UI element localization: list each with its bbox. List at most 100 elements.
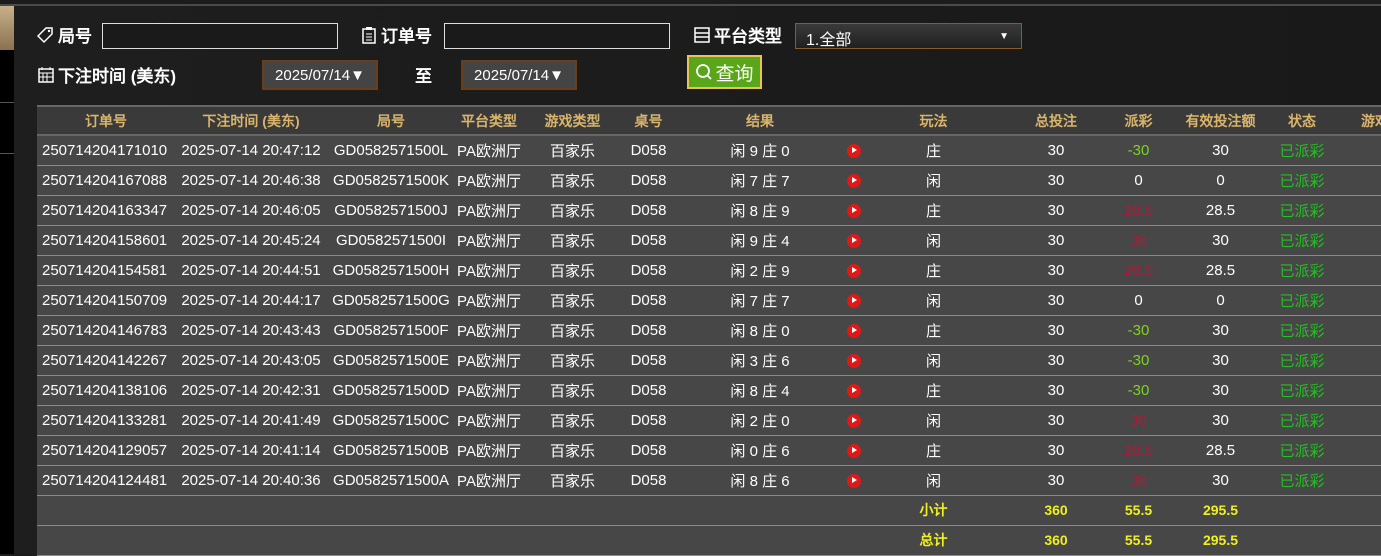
empty-cell — [675, 495, 845, 526]
payout-cell: 30 — [1107, 465, 1170, 496]
payout-cell: 30 — [1107, 225, 1170, 256]
platform-label: 平台类型 — [693, 22, 782, 47]
play-video-icon[interactable] — [846, 353, 861, 368]
valid-bet-cell: 30 — [1170, 375, 1271, 406]
table-row[interactable]: 250714204171010 2025-07-14 20:47:12 GD0582… — [37, 135, 1381, 166]
total-bet-cell: 30 — [1005, 165, 1107, 196]
table-row[interactable]: 250714204142267 2025-07-14 20:43:05 GD0582… — [37, 345, 1381, 376]
sidebar-active-tab[interactable] — [0, 6, 14, 50]
empty-cell — [523, 525, 622, 556]
status-cell: 已派彩 — [1271, 315, 1333, 346]
play-video-icon[interactable] — [846, 143, 861, 158]
valid-bet-cell: 30 — [1170, 225, 1271, 256]
payout-cell: 28.5 — [1107, 255, 1170, 286]
table-row[interactable]: 250714204138106 2025-07-14 20:42:31 GD0582… — [37, 375, 1381, 406]
bet-type-cell: 庄 — [862, 315, 1005, 346]
order-input[interactable] — [444, 23, 670, 49]
round-id-cell: GD0582571500J — [327, 195, 455, 226]
total-bet-cell: 30 — [1005, 315, 1107, 346]
round-input[interactable] — [102, 23, 338, 49]
status-cell: 已派彩 — [1271, 375, 1333, 406]
valid-bet-cell: 30 — [1170, 135, 1271, 166]
payout-cell: -30 — [1107, 375, 1170, 406]
game-cell — [1333, 225, 1381, 256]
table-row[interactable]: 250714204163347 2025-07-14 20:46:05 GD0582… — [37, 195, 1381, 226]
order-id-cell: 250714204171010 — [37, 135, 175, 166]
bet-type-cell: 庄 — [862, 195, 1005, 226]
play-video-icon[interactable] — [846, 413, 861, 428]
play-video-icon[interactable] — [846, 233, 861, 248]
table-row[interactable]: 250714204146783 2025-07-14 20:43:43 GD0582… — [37, 315, 1381, 346]
valid-bet-cell: 28.5 — [1170, 255, 1271, 286]
summary-row: 总计 360 55.5 295.5 — [37, 525, 1381, 556]
order-id-cell: 250714204129057 — [37, 435, 175, 466]
bet-type-cell: 闲 — [862, 165, 1005, 196]
payout-cell: 30 — [1107, 405, 1170, 436]
game-type-cell: 百家乐 — [523, 195, 622, 226]
table-no-cell: D058 — [622, 315, 675, 346]
game-cell — [1333, 285, 1381, 316]
column-header: 结果 — [675, 105, 845, 136]
table-no-cell: D058 — [622, 285, 675, 316]
result-cell: 闲 9 庄 0 — [675, 135, 845, 166]
bet-time-cell: 2025-07-14 20:46:05 — [175, 195, 327, 226]
bet-time-cell: 2025-07-14 20:44:17 — [175, 285, 327, 316]
play-video-icon[interactable] — [846, 173, 861, 188]
platform-cell: PA欧洲厅 — [455, 285, 523, 316]
play-video-icon[interactable] — [846, 203, 861, 218]
order-id-cell: 250714204146783 — [37, 315, 175, 346]
game-type-cell: 百家乐 — [523, 435, 622, 466]
date-to-picker[interactable]: 2025/07/14▼ — [461, 60, 577, 90]
result-cell: 闲 9 庄 4 — [675, 225, 845, 256]
play-video-icon[interactable] — [846, 383, 861, 398]
play-video-icon[interactable] — [846, 263, 861, 278]
status-cell: 已派彩 — [1271, 225, 1333, 256]
platform-cell: PA欧洲厅 — [455, 345, 523, 376]
summary-row: 小计 360 55.5 295.5 — [37, 495, 1381, 526]
table-row[interactable]: 250714204167088 2025-07-14 20:46:38 GD0582… — [37, 165, 1381, 196]
column-header: 平台类型 — [455, 105, 523, 136]
bet-time-cell: 2025-07-14 20:44:51 — [175, 255, 327, 286]
game-cell — [1333, 315, 1381, 346]
platform-select[interactable]: 1.全部 ▼ — [795, 23, 1022, 49]
column-header: 派彩 — [1107, 105, 1170, 136]
payout-cell: 28.5 — [1107, 435, 1170, 466]
status-cell: 已派彩 — [1271, 465, 1333, 496]
date-from-picker[interactable]: 2025/07/14▼ — [262, 60, 378, 90]
table-row[interactable]: 250714204158601 2025-07-14 20:45:24 GD0582… — [37, 225, 1381, 256]
game-type-cell: 百家乐 — [523, 135, 622, 166]
valid-bet-cell: 30 — [1170, 405, 1271, 436]
result-cell: 闲 7 庄 7 — [675, 165, 845, 196]
play-video-icon[interactable] — [846, 473, 861, 488]
table-row[interactable]: 250714204129057 2025-07-14 20:41:14 GD0582… — [37, 435, 1381, 466]
summary-total-bet: 360 — [1005, 525, 1107, 556]
game-cell — [1333, 405, 1381, 436]
game-cell — [1333, 465, 1381, 496]
play-video-icon[interactable] — [846, 293, 861, 308]
bet-type-cell: 闲 — [862, 285, 1005, 316]
list-icon — [694, 26, 710, 43]
round-id-cell: GD0582571500I — [327, 225, 455, 256]
game-type-cell: 百家乐 — [523, 465, 622, 496]
table-row[interactable]: 250714204133281 2025-07-14 20:41:49 GD0582… — [37, 405, 1381, 436]
total-bet-cell: 30 — [1005, 345, 1107, 376]
status-cell: 已派彩 — [1271, 345, 1333, 376]
query-button[interactable]: 查询 — [687, 55, 762, 89]
game-type-cell: 百家乐 — [523, 405, 622, 436]
result-cell: 闲 8 庄 0 — [675, 315, 845, 346]
table-row[interactable]: 250714204154581 2025-07-14 20:44:51 GD0582… — [37, 255, 1381, 286]
bet-type-cell: 庄 — [862, 375, 1005, 406]
table-row[interactable]: 250714204124481 2025-07-14 20:40:36 GD0582… — [37, 465, 1381, 496]
platform-cell: PA欧洲厅 — [455, 435, 523, 466]
order-id-cell: 250714204142267 — [37, 345, 175, 376]
play-video-icon[interactable] — [846, 323, 861, 338]
result-cell: 闲 2 庄 0 — [675, 405, 845, 436]
platform-cell: PA欧洲厅 — [455, 375, 523, 406]
summary-payout: 55.5 — [1107, 525, 1170, 556]
search-icon — [696, 64, 713, 80]
table-row[interactable]: 250714204150709 2025-07-14 20:44:17 GD0582… — [37, 285, 1381, 316]
play-video-icon[interactable] — [846, 443, 861, 458]
round-label: 局号 — [37, 22, 92, 47]
replay-cell — [845, 225, 862, 256]
game-cell — [1333, 435, 1381, 466]
